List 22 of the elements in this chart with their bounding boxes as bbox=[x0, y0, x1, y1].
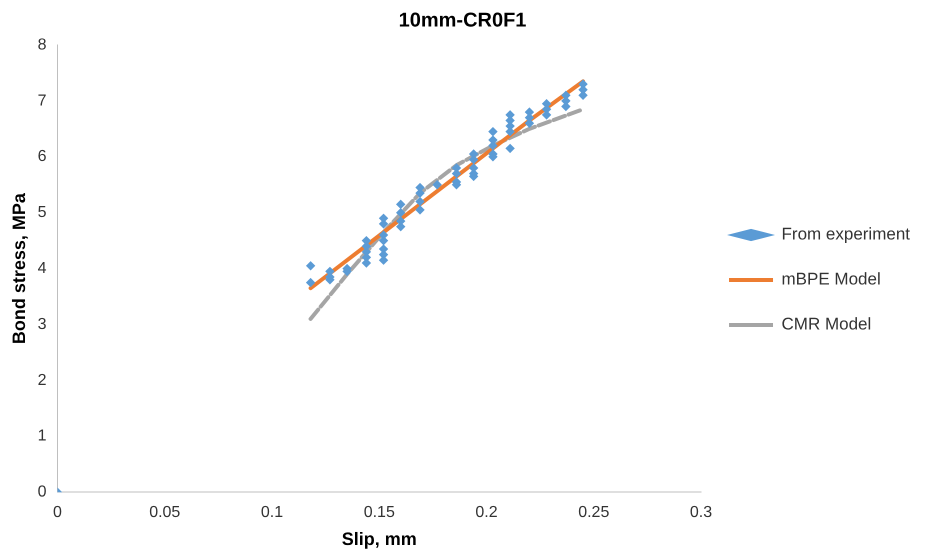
y-tick-label: 4 bbox=[38, 260, 47, 278]
x-tick-label: 0.15 bbox=[364, 504, 395, 522]
y-tick-label: 5 bbox=[38, 204, 47, 222]
y-tick-label: 2 bbox=[38, 372, 47, 389]
x-tick-label: 0.1 bbox=[260, 504, 284, 522]
legend-label: mBPE Model bbox=[782, 270, 881, 289]
y-axis-title: Bond stress, MPa bbox=[8, 192, 29, 344]
y-tick-label: 1 bbox=[38, 428, 47, 445]
legend-label: CMR Model bbox=[782, 314, 872, 334]
y-tick-label: 3 bbox=[38, 316, 47, 333]
x-tick-label: 0 bbox=[53, 504, 62, 522]
x-tick-label: 0.25 bbox=[578, 504, 610, 522]
y-tick-label: 0 bbox=[38, 484, 47, 501]
y-tick-label: 8 bbox=[38, 36, 47, 54]
x-tick-label: 0.2 bbox=[475, 504, 498, 522]
y-tick-label: 7 bbox=[38, 92, 47, 110]
y-tick-label: 6 bbox=[38, 148, 47, 166]
x-tick-label: 0.05 bbox=[149, 504, 180, 522]
x-tick-label: 0.3 bbox=[690, 504, 712, 522]
legend-label: From experiment bbox=[782, 224, 910, 244]
x-axis-title: Slip, mm bbox=[342, 529, 417, 550]
chart-title: 10mm-CR0F1 bbox=[398, 10, 526, 32]
